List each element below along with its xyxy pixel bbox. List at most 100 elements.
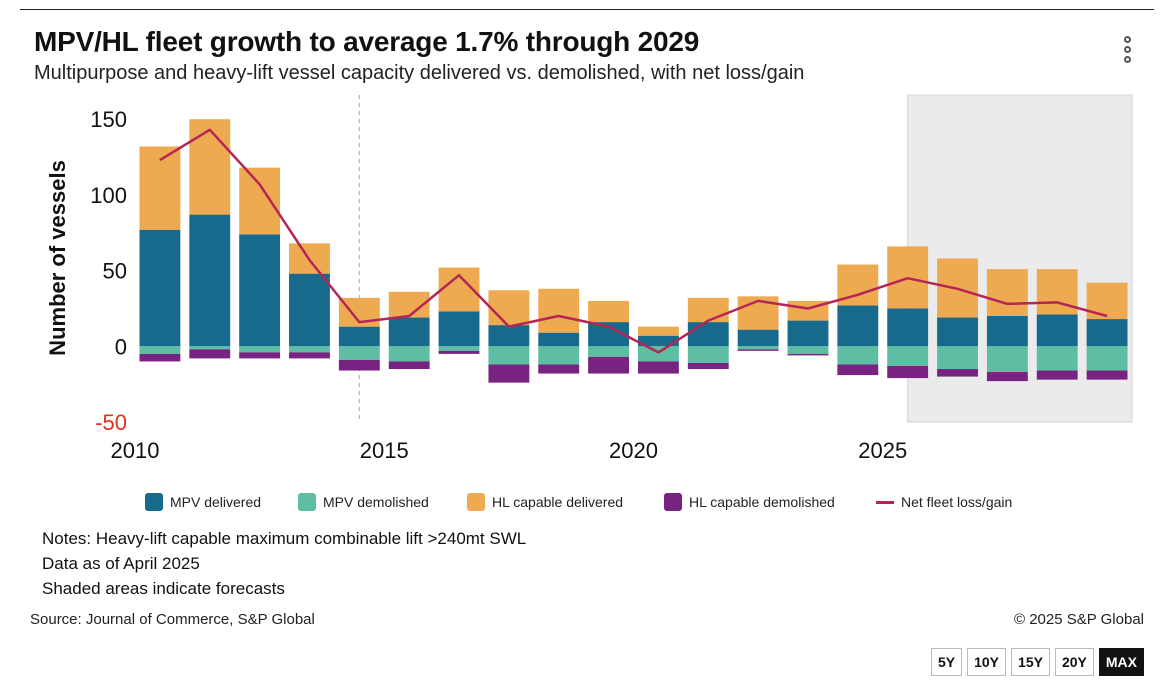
bar-hl-delivered — [588, 300, 630, 323]
bar-hl-demolished — [189, 349, 231, 359]
bar-mpv-delivered — [687, 322, 729, 347]
bar-hl-demolished — [737, 349, 779, 351]
bar-hl-demolished — [1036, 370, 1078, 380]
legend-label: MPV delivered — [170, 494, 262, 510]
note-line: Shaded areas indicate forecasts — [42, 579, 285, 598]
legend-swatch — [145, 493, 163, 511]
bar-hl-delivered — [139, 146, 181, 230]
bar-mpv-delivered — [737, 329, 779, 347]
bar-mpv-delivered — [1036, 314, 1078, 347]
bar-hl-delivered — [189, 119, 231, 215]
range-button-15y[interactable]: 15Y — [1011, 648, 1050, 676]
bar-mpv-demolished — [289, 346, 330, 353]
bar-mpv-demolished — [887, 346, 929, 366]
bar-mpv-delivered — [139, 229, 181, 347]
range-button-10y[interactable]: 10Y — [967, 648, 1007, 676]
y-tick-label: 50 — [103, 259, 127, 284]
bar-hl-demolished — [588, 356, 630, 374]
legend-item-hl-delivered[interactable]: HL capable delivered — [467, 492, 623, 512]
y-tick-label: 0 — [115, 334, 127, 359]
y-axis-label: Number of vessels — [45, 160, 70, 356]
bar-mpv-demolished — [986, 346, 1028, 373]
bar-hl-delivered — [637, 326, 679, 336]
legend-item-mpv-delivered[interactable]: MPV delivered — [145, 492, 261, 512]
bar-mpv-demolished — [787, 346, 829, 354]
bar-mpv-delivered — [338, 326, 380, 347]
bar-hl-demolished — [787, 353, 829, 356]
bar-hl-demolished — [239, 352, 281, 359]
bar-mpv-delivered — [438, 311, 480, 347]
bar-hl-delivered — [488, 290, 530, 326]
legend-label: Net fleet loss/gain — [901, 494, 1013, 510]
legend-item-net-fleet[interactable]: Net fleet loss/gain — [876, 492, 1012, 512]
bar-hl-demolished — [637, 361, 679, 374]
x-tick-label: 2025 — [858, 438, 907, 463]
bar-mpv-delivered — [289, 273, 330, 347]
source-text: Source: Journal of Commerce, S&P Global — [30, 611, 315, 628]
bar-mpv-demolished — [388, 346, 430, 362]
legend-swatch — [298, 493, 316, 511]
bar-mpv-demolished — [1086, 346, 1128, 371]
bar-mpv-demolished — [538, 346, 580, 365]
note-line: Notes: Heavy-lift capable maximum combin… — [42, 529, 527, 548]
bar-hl-demolished — [687, 362, 729, 370]
top-rule — [20, 9, 1154, 10]
bar-mpv-delivered — [837, 305, 879, 347]
range-button-20y[interactable]: 20Y — [1054, 648, 1094, 676]
bar-hl-delivered — [1086, 282, 1128, 320]
x-tick-label: 2015 — [360, 438, 409, 463]
legend-label: HL capable delivered — [492, 494, 624, 510]
notes: Notes: Heavy-lift capable maximum combin… — [42, 526, 526, 601]
y-tick-label: 150 — [90, 107, 127, 132]
bar-hl-demolished — [388, 361, 430, 370]
bar-mpv-delivered — [488, 325, 530, 347]
bar-mpv-demolished — [687, 346, 729, 363]
bar-mpv-demolished — [1036, 346, 1078, 371]
bar-mpv-delivered — [538, 332, 580, 347]
bar-mpv-demolished — [189, 346, 231, 350]
bar-mpv-delivered — [937, 317, 978, 347]
bar-mpv-delivered — [787, 320, 829, 347]
bar-hl-delivered — [538, 288, 580, 333]
bar-hl-delivered — [239, 167, 281, 235]
bar-mpv-demolished — [937, 346, 978, 370]
bar-hl-demolished — [139, 353, 181, 362]
bar-hl-delivered — [1036, 269, 1078, 315]
bar-mpv-demolished — [438, 346, 480, 351]
bar-mpv-delivered — [637, 335, 679, 347]
bar-hl-delivered — [986, 269, 1028, 317]
net-fleet-line — [159, 128, 1108, 354]
bar-hl-demolished — [986, 372, 1028, 382]
bar-mpv-demolished — [737, 346, 779, 350]
bar-mpv-delivered — [239, 234, 281, 347]
bar-mpv-demolished — [139, 346, 181, 354]
kebab-menu-icon[interactable] — [1116, 36, 1138, 72]
bar-hl-demolished — [837, 364, 879, 376]
legend-item-mpv-demolished[interactable]: MPV demolished — [298, 492, 429, 512]
bar-mpv-demolished — [488, 346, 530, 365]
bar-mpv-demolished — [837, 346, 879, 365]
bar-mpv-demolished — [588, 346, 630, 357]
range-buttons: 5Y 10Y 15Y 20Y MAX — [930, 648, 1144, 676]
range-button-5y[interactable]: 5Y — [930, 648, 963, 676]
bar-mpv-demolished — [637, 346, 679, 362]
bar-hl-demolished — [1086, 370, 1128, 380]
bar-hl-delivered — [687, 297, 729, 323]
x-tick-label: 2020 — [609, 438, 658, 463]
bar-hl-demolished — [937, 369, 978, 377]
legend-line-swatch — [876, 500, 894, 504]
legend-item-hl-demolished[interactable]: HL capable demolished — [664, 492, 835, 512]
range-button-max[interactable]: MAX — [1098, 648, 1144, 676]
bar-hl-demolished — [538, 364, 580, 374]
legend-label: MPV demolished — [323, 494, 429, 510]
bar-hl-demolished — [438, 350, 480, 354]
legend-swatch — [467, 493, 485, 511]
y-tick-label: 100 — [90, 183, 127, 208]
bar-mpv-delivered — [1086, 319, 1128, 347]
x-tick-label: 2010 — [111, 438, 160, 463]
bar-hl-demolished — [289, 352, 330, 359]
legend-label: HL capable demolished — [689, 494, 835, 510]
chart: 150 100 50 0 -50 2010 2015 2020 2025 Number of ve… — [45, 94, 1133, 463]
copyright-text: © 2025 S&P Global — [1013, 611, 1144, 628]
bar-mpv-demolished — [338, 346, 380, 360]
